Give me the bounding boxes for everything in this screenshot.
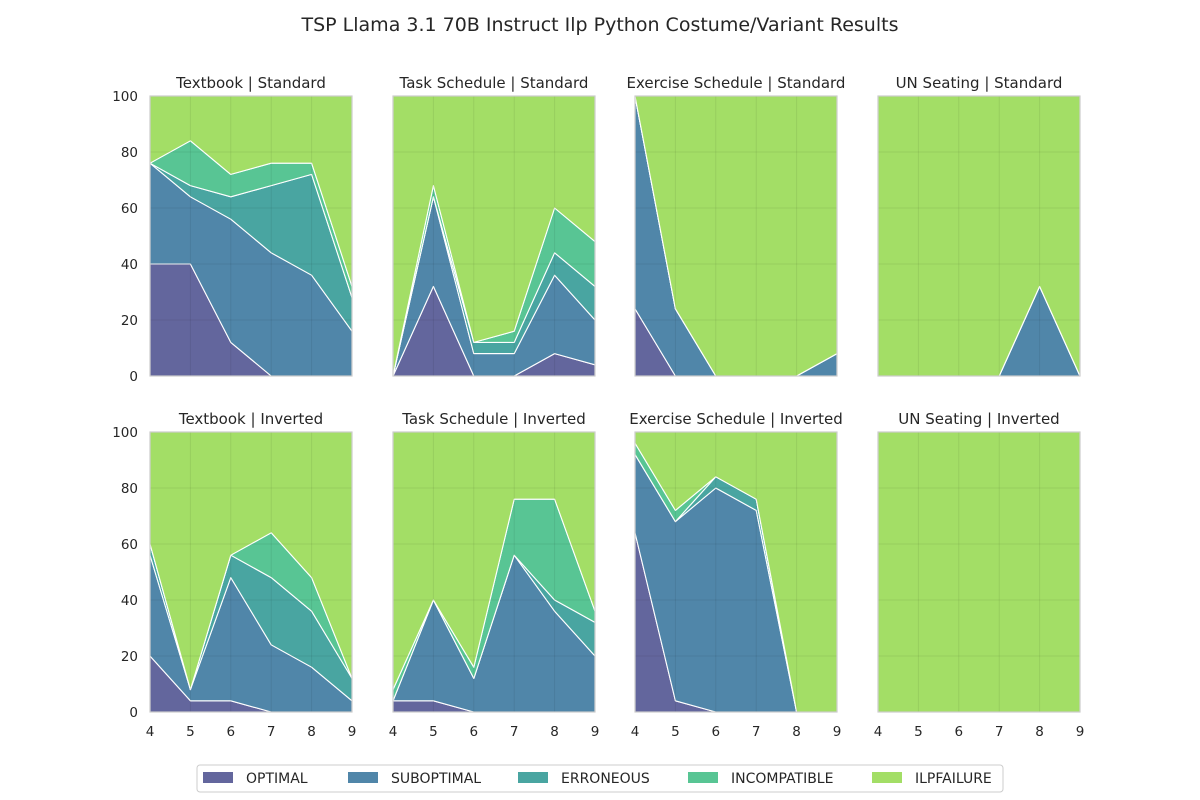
panel-6: Task Schedule | Inverted 4 5 6 7 8 9 bbox=[389, 410, 600, 740]
area-ilpfailure bbox=[877, 431, 1081, 713]
panel-title: Exercise Schedule | Inverted bbox=[629, 410, 843, 428]
legend-label: OPTIMAL bbox=[246, 771, 308, 787]
y-tick-label: 40 bbox=[121, 257, 138, 273]
y-tick-label: 20 bbox=[121, 313, 138, 329]
x-tick-label: 4 bbox=[389, 724, 398, 740]
x-tick-label: 9 bbox=[1076, 724, 1085, 740]
panel-1: Textbook | Standard 0 20 40 60 80 100 bbox=[112, 74, 353, 385]
legend-entry-erroneous: ERRONEOUS bbox=[518, 771, 650, 787]
panel-7: Exercise Schedule | Inverted 4 5 6 7 8 9 bbox=[629, 410, 843, 740]
y-tick-label: 20 bbox=[121, 649, 138, 665]
x-tick-label: 9 bbox=[591, 724, 600, 740]
legend-box bbox=[196, 764, 1004, 793]
x-tick-label: 6 bbox=[712, 724, 721, 740]
panel-frame bbox=[149, 431, 353, 713]
x-tick-label: 7 bbox=[995, 724, 1004, 740]
panel-frame bbox=[392, 95, 596, 377]
legend-entry-incompatible: INCOMPATIBLE bbox=[688, 771, 833, 787]
legend-label: SUBOPTIMAL bbox=[391, 771, 481, 787]
x-tick-label: 7 bbox=[267, 724, 276, 740]
legend: OPTIMAL SUBOPTIMAL ERRONEOUS INCOMPATIBLE IL… bbox=[196, 764, 1004, 793]
x-tick-label: 9 bbox=[348, 724, 357, 740]
x-tick-label: 8 bbox=[1035, 724, 1044, 740]
y-tick-label: 100 bbox=[112, 425, 138, 441]
y-tick-label: 0 bbox=[129, 705, 138, 721]
panel-frame bbox=[149, 95, 353, 377]
x-tick-label: 8 bbox=[792, 724, 801, 740]
x-tick-label: 8 bbox=[307, 724, 316, 740]
figure-title: TSP Llama 3.1 70B Instruct Ilp Python Co… bbox=[301, 14, 899, 36]
panel-title: Textbook | Inverted bbox=[178, 410, 323, 428]
x-tick-label: 9 bbox=[833, 724, 842, 740]
legend-swatch bbox=[872, 772, 902, 783]
panel-frame bbox=[877, 95, 1081, 377]
panel-frame bbox=[392, 431, 596, 713]
panel-3: Exercise Schedule | Standard bbox=[627, 74, 846, 377]
x-tick-label: 4 bbox=[146, 724, 155, 740]
y-tick-label: 60 bbox=[121, 201, 138, 217]
x-tick-label: 7 bbox=[752, 724, 761, 740]
panel-8: UN Seating | Inverted 4 5 6 7 8 9 bbox=[874, 410, 1085, 740]
x-tick-label: 6 bbox=[470, 724, 479, 740]
y-tick-label: 40 bbox=[121, 593, 138, 609]
panel-2: Task Schedule | Standard bbox=[392, 74, 596, 377]
x-tick-label: 5 bbox=[186, 724, 195, 740]
x-tick-label: 6 bbox=[955, 724, 964, 740]
panel-title: Exercise Schedule | Standard bbox=[627, 74, 846, 92]
panel-5: Textbook | Inverted 0 20 40 60 80 100 4 5 6 7 8 9 bbox=[112, 410, 356, 740]
y-tick-label: 80 bbox=[121, 145, 138, 161]
panel-frame bbox=[634, 95, 838, 377]
legend-swatch bbox=[203, 772, 233, 783]
y-tick-label: 60 bbox=[121, 537, 138, 553]
y-tick-label: 80 bbox=[121, 481, 138, 497]
panel-title: Task Schedule | Inverted bbox=[401, 410, 586, 428]
panel-frame bbox=[877, 431, 1081, 713]
x-tick-label: 5 bbox=[429, 724, 438, 740]
panel-frame bbox=[634, 431, 838, 713]
legend-entry-suboptimal: SUBOPTIMAL bbox=[348, 771, 481, 787]
legend-label: ILPFAILURE bbox=[915, 771, 992, 787]
panel-title: UN Seating | Standard bbox=[896, 74, 1063, 92]
legend-label: ERRONEOUS bbox=[561, 771, 650, 787]
panel-4: UN Seating | Standard bbox=[877, 74, 1081, 377]
x-tick-label: 8 bbox=[550, 724, 559, 740]
panel-title: Task Schedule | Standard bbox=[399, 74, 589, 92]
panel-title: Textbook | Standard bbox=[175, 74, 326, 92]
legend-entry-optimal: OPTIMAL bbox=[203, 771, 308, 787]
legend-label: INCOMPATIBLE bbox=[731, 771, 833, 787]
panel-title: UN Seating | Inverted bbox=[898, 410, 1059, 428]
x-tick-label: 7 bbox=[510, 724, 519, 740]
legend-entry-ilpfailure: ILPFAILURE bbox=[872, 771, 992, 787]
x-tick-label: 5 bbox=[671, 724, 680, 740]
legend-swatch bbox=[518, 772, 548, 783]
legend-swatch bbox=[688, 772, 718, 783]
x-tick-label: 6 bbox=[227, 724, 236, 740]
x-tick-label: 5 bbox=[914, 724, 923, 740]
x-tick-label: 4 bbox=[631, 724, 640, 740]
legend-swatch bbox=[348, 772, 378, 783]
x-tick-label: 4 bbox=[874, 724, 883, 740]
y-tick-label: 0 bbox=[129, 369, 138, 385]
y-tick-label: 100 bbox=[112, 89, 138, 105]
